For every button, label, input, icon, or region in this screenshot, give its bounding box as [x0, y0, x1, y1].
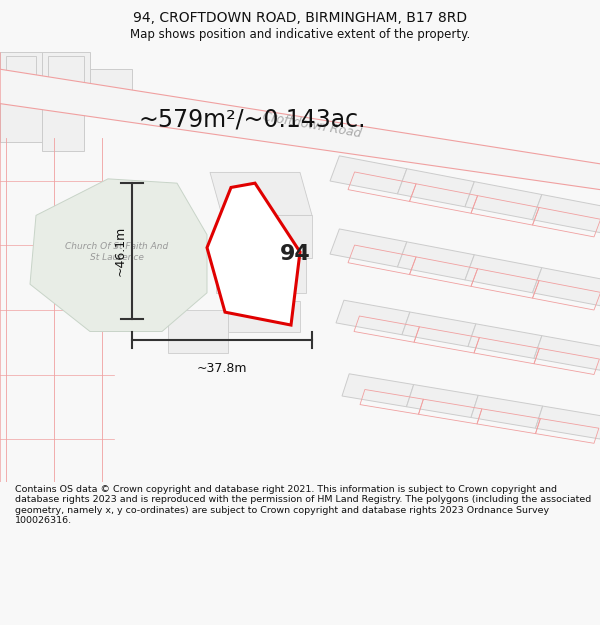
Polygon shape: [407, 384, 478, 418]
Polygon shape: [330, 229, 407, 267]
Text: Contains OS data © Crown copyright and database right 2021. This information is : Contains OS data © Crown copyright and d…: [15, 485, 591, 525]
Polygon shape: [336, 300, 410, 335]
Polygon shape: [207, 183, 300, 325]
Polygon shape: [48, 56, 84, 99]
Polygon shape: [468, 324, 542, 358]
Polygon shape: [42, 52, 90, 104]
Polygon shape: [42, 104, 84, 151]
Polygon shape: [398, 169, 475, 207]
Text: Croftdown Road: Croftdown Road: [262, 110, 362, 140]
Polygon shape: [0, 95, 42, 142]
Polygon shape: [30, 179, 207, 331]
Polygon shape: [90, 69, 132, 112]
Text: ~46.1m: ~46.1m: [113, 226, 127, 276]
Polygon shape: [228, 301, 300, 331]
Polygon shape: [465, 182, 542, 220]
Polygon shape: [210, 173, 312, 216]
Polygon shape: [536, 406, 600, 439]
Text: ~579m²/~0.143ac.: ~579m²/~0.143ac.: [138, 108, 366, 132]
Polygon shape: [342, 374, 414, 407]
Text: 94, CROFTDOWN ROAD, BIRMINGHAM, B17 8RD: 94, CROFTDOWN ROAD, BIRMINGHAM, B17 8RD: [133, 11, 467, 26]
Text: Church Of St Faith And
St Laurence: Church Of St Faith And St Laurence: [65, 242, 169, 262]
Polygon shape: [398, 242, 475, 280]
Polygon shape: [168, 310, 228, 353]
Polygon shape: [330, 156, 407, 194]
Polygon shape: [222, 216, 312, 258]
Text: 94: 94: [280, 244, 311, 264]
Polygon shape: [6, 56, 36, 91]
Polygon shape: [0, 69, 600, 189]
Polygon shape: [465, 255, 542, 292]
Polygon shape: [471, 395, 542, 428]
Text: ~37.8m: ~37.8m: [197, 362, 247, 374]
Polygon shape: [216, 258, 306, 292]
Polygon shape: [533, 268, 600, 306]
Polygon shape: [0, 52, 42, 95]
Polygon shape: [533, 194, 600, 232]
Polygon shape: [534, 336, 600, 370]
Polygon shape: [402, 312, 476, 346]
Text: Map shows position and indicative extent of the property.: Map shows position and indicative extent…: [130, 28, 470, 41]
